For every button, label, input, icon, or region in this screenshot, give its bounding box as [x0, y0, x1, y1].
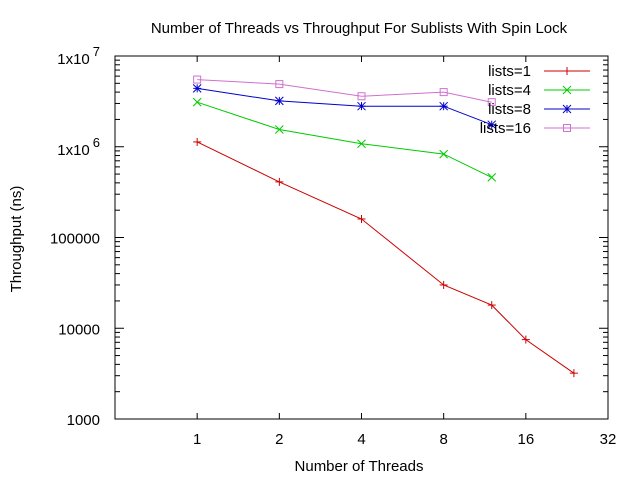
data-point-lists-4 [357, 139, 366, 149]
x-tick-label: 4 [357, 431, 365, 448]
x-tick-label: 32 [600, 431, 617, 448]
y-tick-label-base: 1x10 [57, 51, 90, 68]
data-point-lists-1 [439, 280, 448, 289]
legend-marker-lists-16 [563, 124, 571, 132]
data-point-lists-8 [192, 84, 202, 93]
data-point-lists-1 [275, 177, 284, 186]
data-point-lists-4 [274, 125, 284, 134]
chart-title: Number of Threads vs Throughput For Subl… [151, 20, 568, 37]
data-point-lists-1 [487, 301, 496, 310]
data-point-lists-16 [357, 92, 366, 101]
y-tick-label: 1000 [67, 412, 100, 429]
y-tick-label: 1x10 7 [57, 44, 100, 68]
y-axis-label: Throughput (ns) [8, 186, 25, 293]
data-point-lists-4 [192, 97, 202, 107]
series-layer [192, 75, 578, 378]
x-tick-label: 16 [517, 431, 534, 448]
data-point-lists-16 [487, 98, 496, 107]
y-tick-label-exponent: 7 [93, 44, 100, 59]
legend-label-lists-4: lists=4 [488, 82, 531, 99]
data-point-lists-8 [274, 96, 284, 106]
data-point-lists-4 [487, 173, 497, 182]
y-tick-label: 1x10 6 [57, 135, 100, 159]
legend: lists=1 lists=4 lists=8 lists=16 [480, 63, 590, 137]
legend-label-lists-1: lists=1 [488, 63, 531, 80]
x-axis-label: Number of Threads [295, 458, 424, 475]
legend-marker-lists-4 [562, 85, 572, 95]
data-point-lists-4 [439, 149, 449, 159]
data-point-lists-16 [275, 80, 284, 89]
y-tick-label-exponent: 6 [93, 135, 100, 150]
y-tick-label: 100000 [50, 231, 100, 248]
data-point-lists-1 [357, 214, 366, 223]
data-point-lists-1 [193, 137, 202, 146]
legend-label-lists-16: lists=16 [480, 120, 531, 137]
data-point-lists-8 [439, 101, 449, 111]
legend-marker-lists-1 [563, 67, 571, 75]
legend-label-lists-8: lists=8 [488, 101, 531, 118]
legend-marker-lists-8 [562, 104, 572, 114]
x-tick-label: 2 [275, 431, 283, 448]
data-point-lists-8 [357, 101, 366, 111]
data-point-lists-16 [193, 75, 202, 84]
x-tick-label: 8 [439, 431, 447, 448]
data-point-lists-8 [487, 120, 497, 130]
x-tick-label: 1 [193, 431, 201, 448]
data-point-lists-1 [569, 369, 578, 378]
series-line-lists-16 [197, 79, 492, 103]
data-point-lists-1 [521, 335, 530, 344]
y-tick-label-base: 1x10 [57, 142, 90, 159]
data-point-lists-16 [439, 88, 448, 97]
y-tick-label: 10000 [58, 321, 100, 338]
